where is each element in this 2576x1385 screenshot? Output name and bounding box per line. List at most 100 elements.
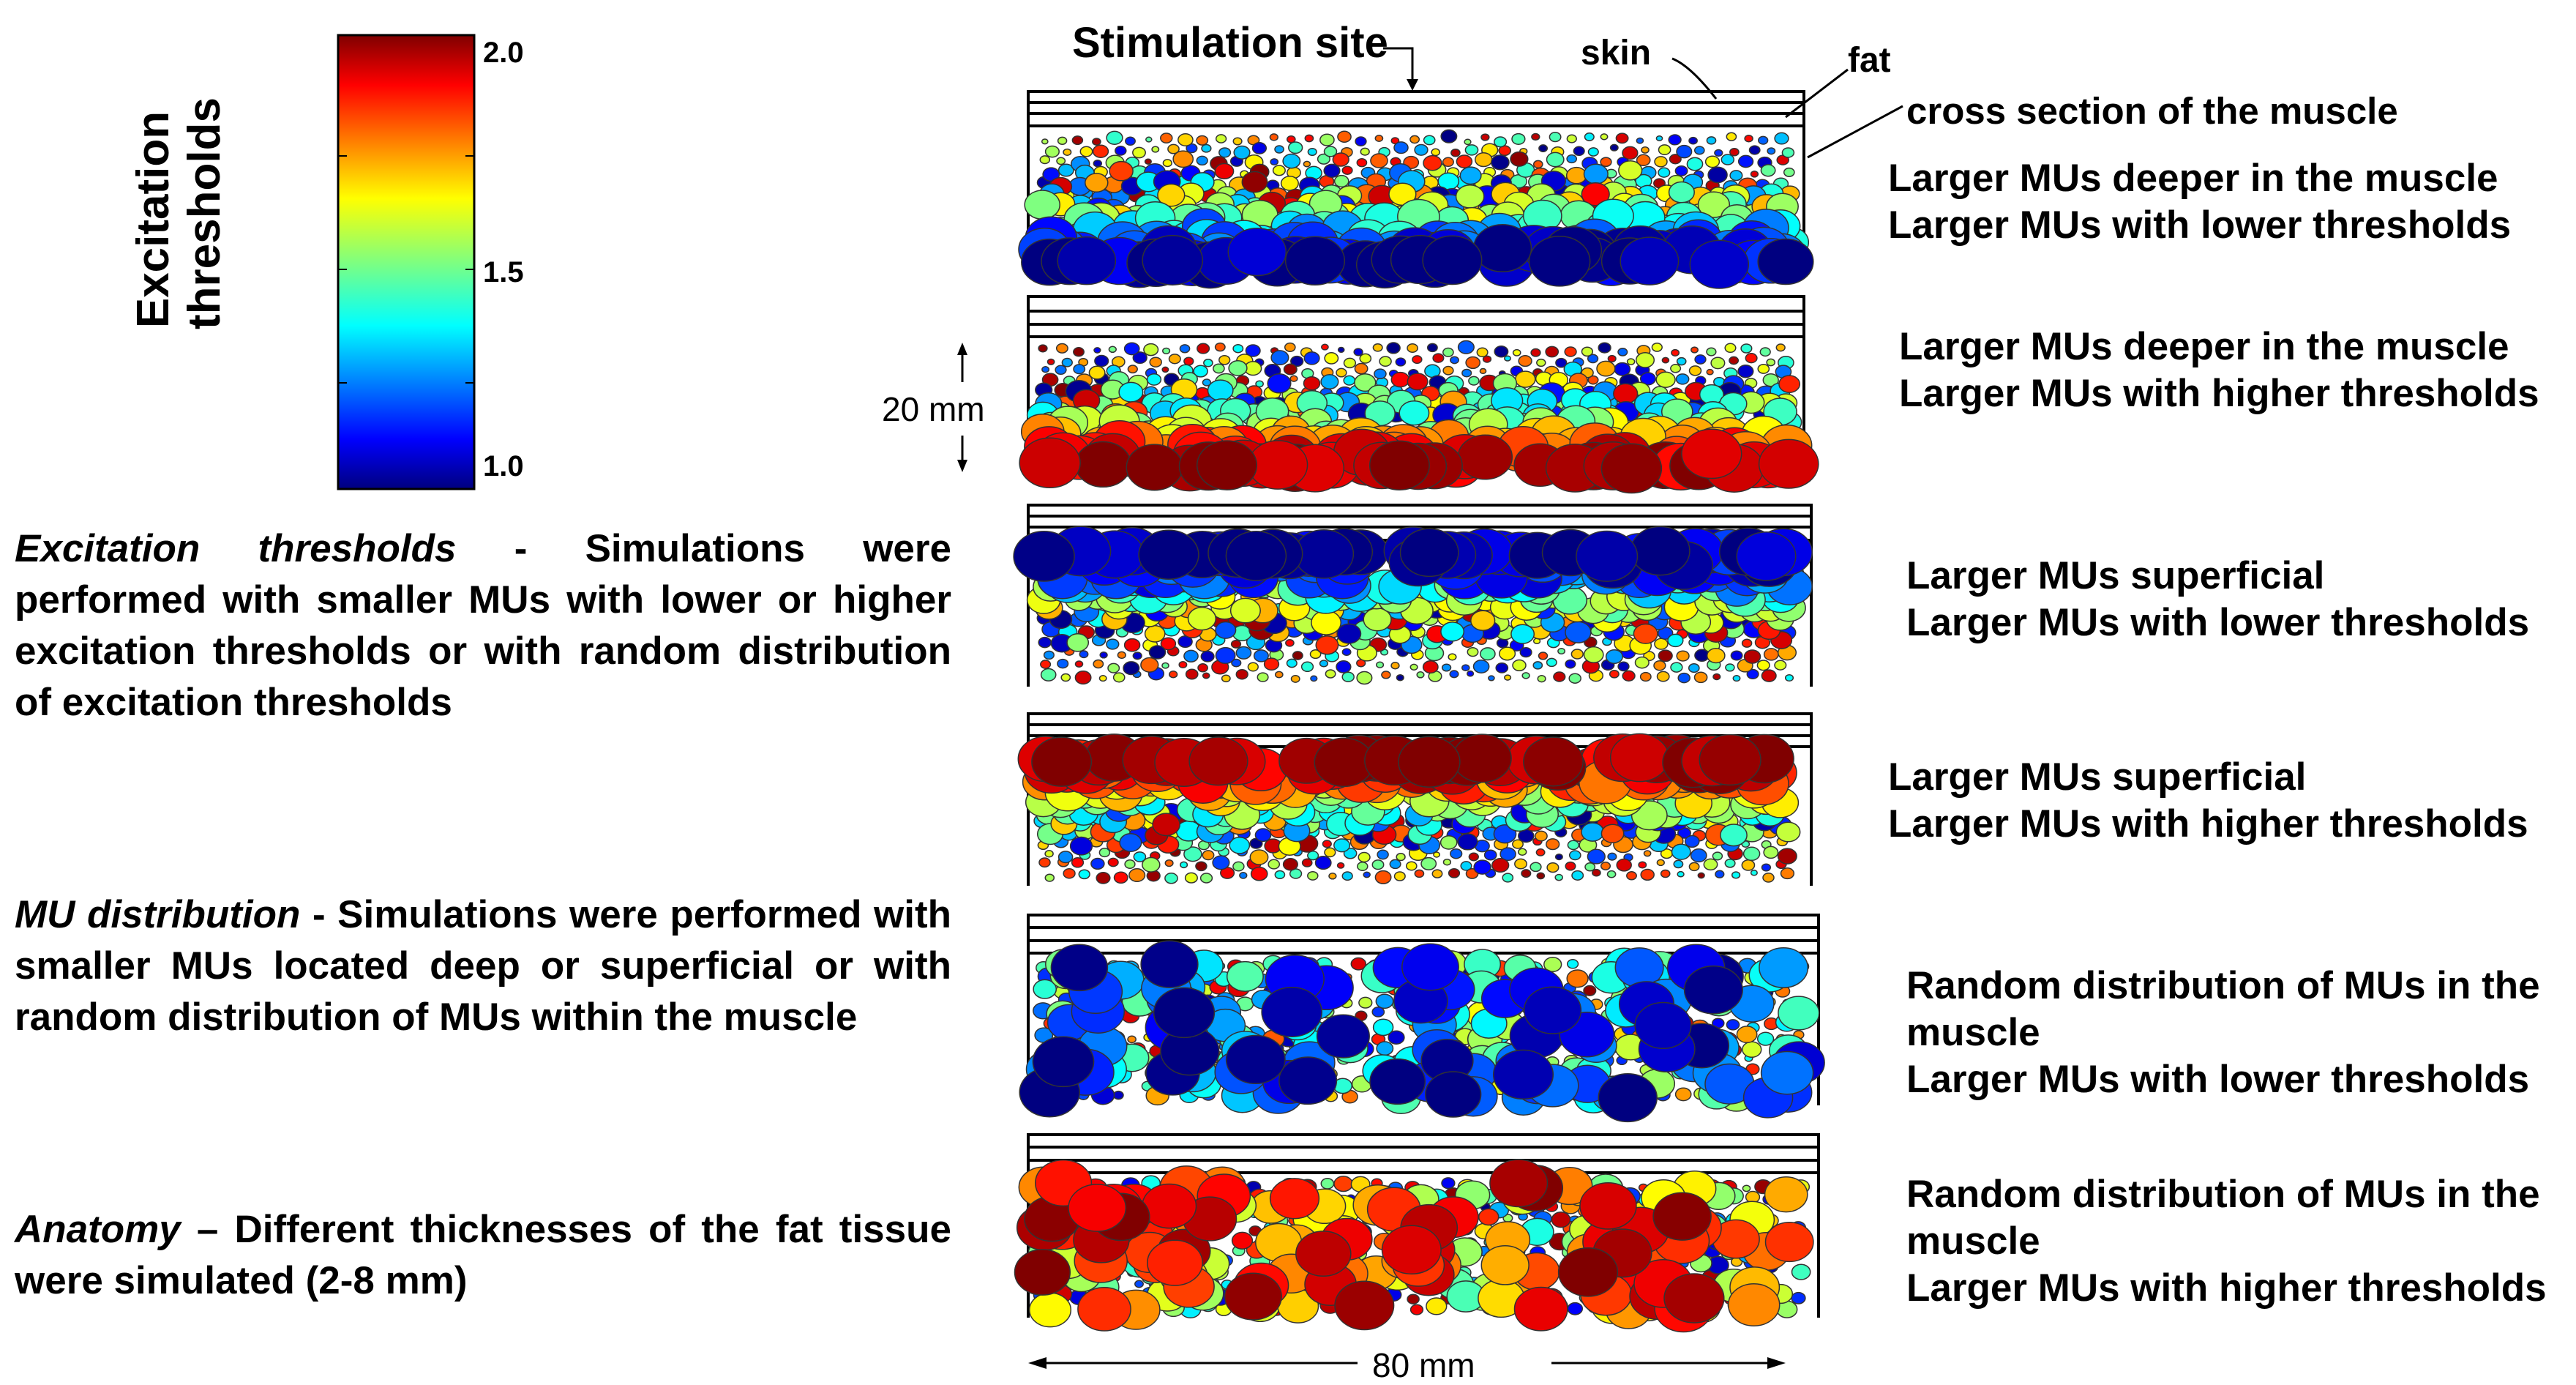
motor-unit [1295, 1231, 1352, 1277]
motor-unit [1622, 670, 1636, 682]
motor-unit [1587, 375, 1599, 385]
motor-unit [1333, 838, 1351, 853]
motor-unit [1381, 671, 1391, 679]
motor-unit [1416, 671, 1425, 679]
motor-unit [1043, 650, 1055, 660]
motor-unit [1407, 343, 1418, 354]
motor-unit [1553, 671, 1566, 682]
motor-unit [1146, 373, 1162, 386]
motor-unit [1519, 646, 1532, 658]
motor-unit [1737, 154, 1754, 168]
motor-unit [1183, 356, 1194, 366]
motor-unit [1068, 1184, 1127, 1232]
motor-unit [1323, 163, 1341, 178]
motor-unit [1566, 959, 1579, 969]
motor-unit [1633, 623, 1658, 644]
motor-unit [1736, 531, 1797, 581]
motor-unit [1670, 662, 1683, 673]
skin-layer [1027, 914, 1820, 929]
motor-unit [1448, 653, 1457, 661]
motor-unit [1694, 354, 1707, 365]
motor-unit [1442, 858, 1452, 866]
motor-unit [1235, 646, 1252, 660]
motor-unit [1763, 845, 1779, 859]
motor-unit [1492, 1049, 1554, 1100]
motor-unit [1215, 134, 1227, 143]
motor-unit [1671, 843, 1691, 860]
motor-unit [1630, 526, 1690, 576]
motor-unit [1249, 849, 1269, 865]
motor-units [1019, 940, 1825, 1123]
motor-unit [1480, 647, 1496, 661]
motor-unit [1128, 867, 1146, 883]
motor-unit [1688, 663, 1700, 673]
motor-unit [1626, 871, 1637, 881]
motor-unit [1126, 444, 1183, 491]
motor-unit [1336, 862, 1345, 869]
motor-unit [1693, 146, 1705, 155]
motor-unit [1057, 851, 1074, 864]
motor-unit [1457, 833, 1478, 851]
motor-unit [1324, 352, 1339, 365]
motor-unit [1494, 346, 1509, 358]
motor-unit [1472, 223, 1532, 273]
motor-unit [1712, 851, 1723, 861]
width-scale-label: 80 mm [1372, 1346, 1475, 1384]
motor-unit [1731, 871, 1741, 879]
motor-unit [1024, 190, 1060, 220]
motor-unit [1566, 154, 1578, 164]
skin-layer [1027, 1133, 1820, 1149]
motor-unit [1518, 355, 1532, 367]
depth-arrowhead-down [957, 460, 967, 472]
motor-unit [1323, 146, 1338, 157]
motor-unit [1512, 348, 1521, 356]
motor-unit [1356, 671, 1373, 685]
motor-unit [1285, 638, 1295, 647]
motor-unit [1057, 658, 1069, 669]
motor-unit [1620, 236, 1680, 285]
motor-unit [1215, 646, 1236, 665]
motor-unit [1225, 1034, 1286, 1085]
motor-unit [1187, 606, 1217, 631]
motor-unit [1499, 646, 1516, 661]
motor-unit [1439, 835, 1458, 850]
motor-unit [1777, 848, 1797, 865]
motor-unit [1386, 342, 1401, 354]
motor-unit [1724, 343, 1737, 354]
motor-unit [1393, 141, 1409, 154]
motor-unit [1491, 154, 1510, 171]
motor-unit [1658, 649, 1673, 662]
motor-unit [1069, 836, 1093, 856]
motor-unit [1554, 853, 1563, 861]
motor-unit [1775, 821, 1801, 843]
motor-unit [1183, 649, 1199, 662]
motor-unit [1622, 146, 1639, 160]
motor-unit [1456, 154, 1473, 168]
motor-unit [1566, 134, 1577, 143]
motor-unit [1257, 672, 1269, 682]
motor-unit [1617, 348, 1628, 356]
motor-unit [1073, 364, 1086, 375]
motor-unit [1334, 1280, 1395, 1331]
motor-unit [1726, 132, 1737, 141]
motor-unit [1179, 344, 1191, 354]
skin-layer [1027, 712, 1813, 726]
motor-unit [1758, 438, 1819, 489]
motor-units [1018, 129, 1814, 289]
motor-unit [1153, 987, 1216, 1039]
motor-unit [1371, 1007, 1385, 1018]
motor-unit [1676, 356, 1687, 366]
motor-unit [1085, 173, 1109, 193]
motor-unit [1639, 671, 1652, 682]
motor-unit [1431, 148, 1441, 157]
motor-unit [1457, 340, 1475, 354]
motor-unit [1483, 849, 1497, 861]
motor-unit [1375, 993, 1394, 1009]
motor-unit [1074, 671, 1092, 685]
motor-unit [1514, 858, 1527, 870]
motor-unit [1726, 1019, 1740, 1031]
motor-unit [1303, 351, 1320, 365]
fat-layer [1027, 515, 1813, 529]
motor-unit [1441, 1177, 1456, 1190]
motor-unit [1040, 668, 1057, 682]
